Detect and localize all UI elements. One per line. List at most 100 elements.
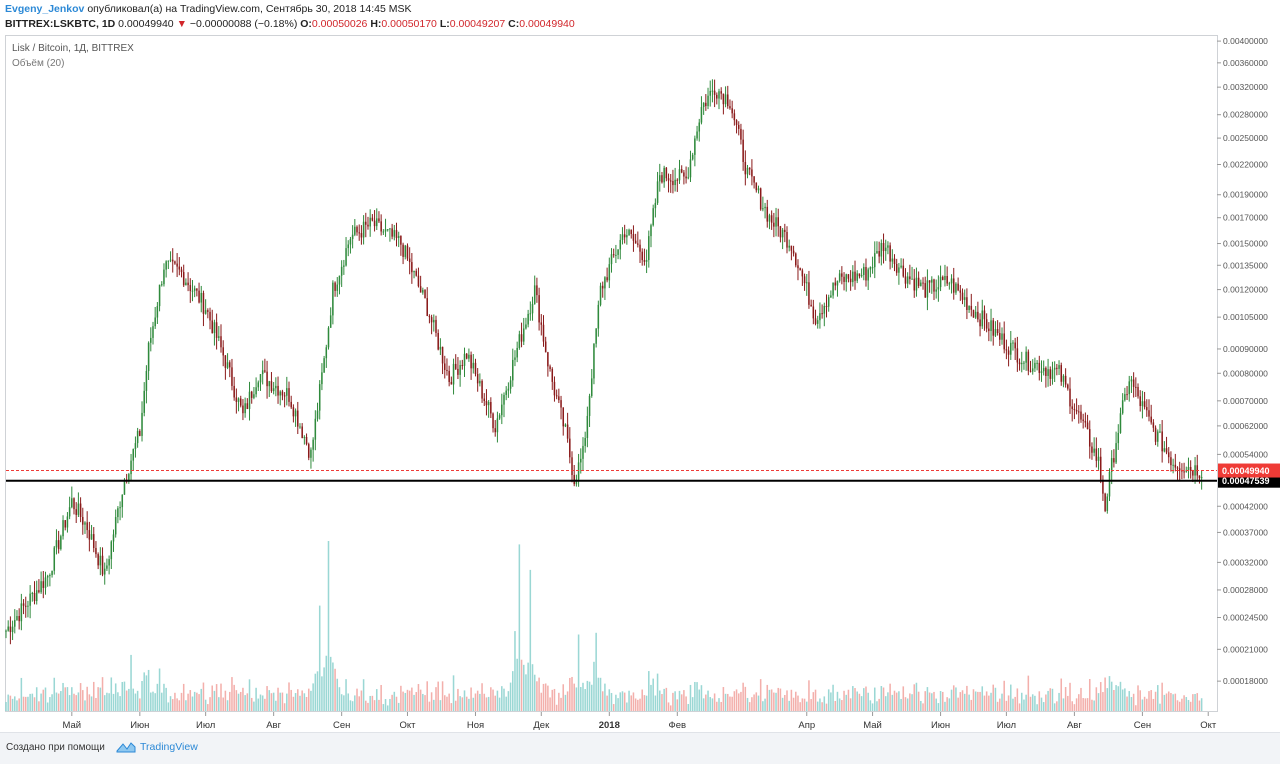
candle-body bbox=[1071, 406, 1073, 409]
volume-bar bbox=[845, 694, 848, 711]
volume-bar bbox=[327, 541, 330, 711]
volume-bar bbox=[836, 691, 839, 711]
volume-bar bbox=[724, 693, 727, 711]
candle-body bbox=[356, 226, 358, 233]
series-legend[interactable]: Lisk / Bitcoin, 1Д, BITTREX bbox=[12, 43, 134, 54]
candle-body bbox=[318, 384, 321, 411]
candle-body bbox=[590, 378, 593, 396]
volume-bar bbox=[92, 681, 95, 711]
volume-bar bbox=[439, 700, 442, 711]
volume-bar bbox=[178, 700, 181, 711]
volume-bar bbox=[413, 694, 415, 711]
candle-body bbox=[132, 449, 135, 461]
candle-body bbox=[924, 283, 926, 298]
volume-bar bbox=[711, 698, 714, 711]
candle-body bbox=[1078, 411, 1080, 413]
candle-body bbox=[597, 304, 600, 329]
volume-bar bbox=[843, 690, 845, 711]
candle-body bbox=[542, 324, 545, 342]
candle-body bbox=[830, 295, 832, 298]
candle-body bbox=[448, 370, 450, 382]
x-tick-label: 2018 bbox=[599, 720, 620, 731]
volume-bar bbox=[1014, 696, 1016, 711]
x-tick-label: Сен bbox=[333, 720, 350, 731]
volume-bar bbox=[82, 690, 84, 711]
volume-bar bbox=[705, 694, 707, 711]
volume-bar bbox=[889, 683, 891, 711]
candle-body bbox=[667, 178, 670, 181]
volume-legend[interactable]: Объём (20) bbox=[12, 58, 65, 69]
candle-body bbox=[55, 540, 58, 548]
candle-body bbox=[755, 182, 758, 191]
candle-body bbox=[1053, 367, 1056, 370]
candle-body bbox=[593, 343, 595, 379]
candle-body bbox=[827, 297, 830, 307]
volume-bar bbox=[270, 693, 273, 711]
candle-body bbox=[121, 494, 124, 508]
candle-body bbox=[977, 311, 979, 320]
candle-body bbox=[1075, 410, 1078, 412]
candle-body bbox=[1012, 342, 1014, 344]
volume-bar bbox=[926, 687, 929, 711]
candle-body bbox=[507, 388, 510, 391]
volume-bar bbox=[20, 677, 23, 711]
volume-bar bbox=[990, 692, 992, 711]
candle-body bbox=[882, 243, 885, 252]
volume-bar bbox=[220, 683, 222, 711]
volume-bar bbox=[900, 698, 902, 711]
volume-bar bbox=[1091, 699, 1093, 711]
candle-body bbox=[1049, 369, 1052, 379]
candle-body bbox=[1135, 386, 1137, 388]
volume-bar bbox=[814, 689, 817, 711]
volume-bar bbox=[64, 687, 67, 711]
tradingview-logo-icon[interactable] bbox=[116, 741, 136, 753]
candle-body bbox=[988, 328, 990, 332]
candle-body bbox=[430, 317, 433, 323]
volume-bar bbox=[707, 690, 709, 711]
candle-body bbox=[966, 297, 968, 310]
volume-bar bbox=[444, 695, 446, 711]
candle-body bbox=[248, 391, 251, 409]
candle-body bbox=[316, 410, 319, 419]
candle-body bbox=[60, 536, 62, 550]
candle-body bbox=[580, 458, 582, 463]
volume-bar bbox=[463, 690, 466, 711]
volume-bar bbox=[933, 691, 935, 711]
volume-bar bbox=[110, 677, 113, 711]
tradingview-link[interactable]: TradingView bbox=[140, 741, 198, 753]
candle-body bbox=[246, 403, 249, 409]
author-link[interactable]: Evgeny_Jenkov bbox=[5, 3, 85, 15]
x-tick-label: Май bbox=[863, 720, 882, 731]
volume-bar bbox=[996, 701, 999, 711]
x-tick-label: Апр bbox=[798, 720, 815, 731]
volume-bar bbox=[819, 698, 821, 711]
candle-body bbox=[733, 113, 736, 121]
price-volume-chart[interactable]: 0.00400000 0.00360000 0.00320000 0.00280000… bbox=[0, 0, 1280, 732]
volume-bar bbox=[694, 681, 696, 711]
candle-body bbox=[340, 266, 343, 276]
candle-body bbox=[691, 154, 694, 160]
candle-body bbox=[762, 208, 764, 210]
candle-body bbox=[189, 285, 192, 291]
volume-bar bbox=[639, 698, 641, 711]
candle-body bbox=[472, 362, 475, 369]
candle-body bbox=[380, 221, 382, 232]
volume-bar bbox=[878, 698, 880, 711]
volume-bar bbox=[931, 693, 933, 711]
volume-bar bbox=[731, 696, 733, 711]
volume-bar bbox=[1165, 693, 1168, 711]
volume-bar bbox=[808, 680, 810, 711]
volume-bar bbox=[378, 699, 380, 711]
volume-bar bbox=[904, 697, 907, 711]
volume-bar bbox=[481, 683, 483, 711]
volume-bar bbox=[1093, 700, 1095, 711]
candle-body bbox=[724, 94, 727, 105]
candle-body bbox=[536, 285, 538, 296]
candle-body bbox=[487, 402, 490, 406]
candle-body bbox=[663, 167, 665, 183]
volume-bar bbox=[924, 691, 926, 711]
candle-body bbox=[1126, 394, 1128, 396]
volume-bar bbox=[395, 696, 398, 711]
y-tick-label: 0.00037000 bbox=[1223, 527, 1268, 537]
candle-body bbox=[53, 547, 56, 571]
